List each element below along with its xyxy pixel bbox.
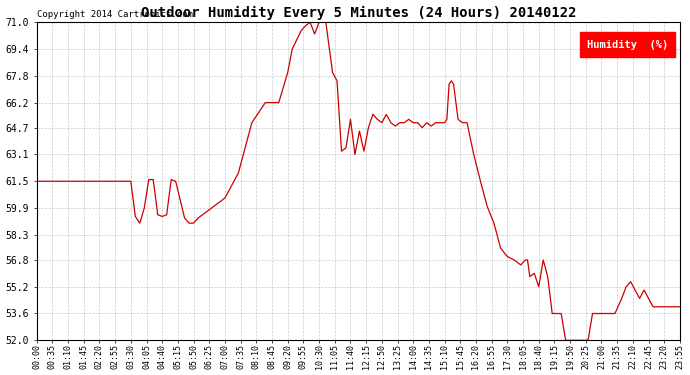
Title: Outdoor Humidity Every 5 Minutes (24 Hours) 20140122: Outdoor Humidity Every 5 Minutes (24 Hou… xyxy=(141,6,576,20)
FancyBboxPatch shape xyxy=(580,32,676,57)
Text: Copyright 2014 Cartronics.com: Copyright 2014 Cartronics.com xyxy=(37,10,193,19)
Text: Humidity  (%): Humidity (%) xyxy=(587,39,669,50)
